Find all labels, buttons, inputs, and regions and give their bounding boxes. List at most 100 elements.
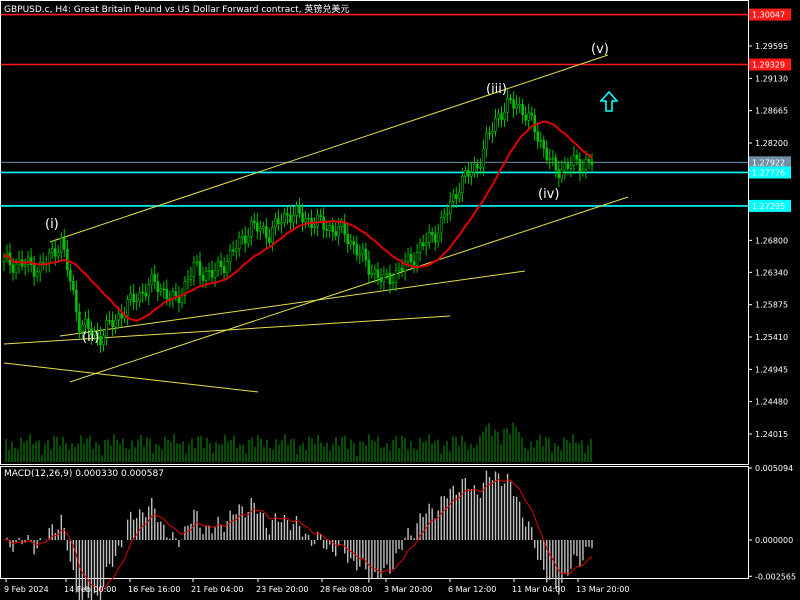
candle-body — [367, 259, 371, 275]
macd-axis-label: -0.002565 — [755, 572, 796, 581]
candle-body — [292, 215, 295, 223]
price-badge — [749, 199, 791, 212]
candle-body — [548, 158, 552, 161]
candle-body — [433, 234, 437, 243]
candle-body — [63, 237, 66, 250]
main-pane-frame — [0, 0, 749, 465]
candle-body — [373, 269, 377, 274]
candle-body — [195, 261, 199, 263]
candle-body — [551, 157, 555, 160]
candle-body — [249, 220, 253, 237]
candle-body — [476, 164, 479, 169]
price-axis-label: 1.28665 — [755, 107, 788, 116]
macd-indicator-label: MACD(12,26,9) 0.000330 0.000587 — [4, 469, 164, 479]
candle-body — [346, 234, 350, 245]
candle-body — [337, 225, 341, 237]
candle-body — [521, 104, 524, 116]
candle-body — [262, 226, 265, 229]
trendline[interactable] — [59, 270, 526, 337]
candle-body — [32, 264, 36, 277]
candle-body — [271, 227, 274, 243]
candle-body — [385, 272, 389, 275]
time-axis-label: 3 Mar 20:00 — [384, 585, 432, 594]
candle-body — [473, 164, 476, 173]
candle-body — [343, 221, 347, 235]
price-axis-label: 1.26340 — [755, 268, 788, 277]
elliott-wave-label-4: (iv) — [538, 187, 559, 202]
candle-body — [439, 217, 443, 234]
chart-title: GBPUSD.c, H4: Great Britain Pound vs US … — [4, 5, 350, 15]
macd-signal-line — [3, 479, 593, 592]
price-axis-label: 1.25410 — [755, 333, 788, 342]
candle-body — [99, 336, 102, 346]
candle-body — [497, 113, 500, 119]
candle-body — [141, 291, 145, 294]
candle-body — [129, 293, 132, 300]
candle-body — [216, 260, 220, 271]
candle-body — [464, 170, 467, 177]
candle-body — [524, 114, 527, 121]
candle-body — [379, 277, 383, 282]
price-badge-label: 1.30047 — [752, 11, 785, 20]
candle-body — [512, 99, 515, 109]
candle-body — [93, 331, 96, 336]
price-badge — [749, 58, 791, 71]
candle-body — [138, 291, 141, 302]
candle-body — [563, 163, 567, 171]
time-axis-label: 14 Feb 00:00 — [64, 585, 116, 594]
candle-body — [243, 235, 247, 244]
price-badge-label: 1.29329 — [752, 60, 785, 69]
candle-body — [370, 272, 374, 275]
candle-body — [485, 132, 488, 150]
candle-body — [494, 117, 497, 132]
candle-body — [376, 269, 380, 278]
candle-body — [189, 275, 193, 280]
candle-body — [50, 248, 54, 254]
trendline[interactable] — [3, 362, 259, 393]
candle-body — [361, 248, 365, 255]
candle-body — [364, 248, 368, 261]
candle-body — [29, 257, 33, 266]
candle-body — [38, 262, 42, 273]
price-axis-label: 1.24015 — [755, 430, 788, 439]
candle-body — [114, 319, 117, 327]
candle-body — [455, 194, 458, 199]
candle-body — [421, 242, 425, 246]
macd-histogram — [6, 470, 593, 600]
candle-body — [295, 205, 298, 216]
trendline[interactable] — [3, 315, 451, 345]
candle-body — [268, 237, 271, 243]
candle-body — [144, 292, 148, 297]
candle-body — [542, 140, 546, 149]
price-badge — [749, 8, 791, 21]
candle-body — [506, 97, 509, 113]
time-axis-label: 13 Mar 20:00 — [576, 585, 629, 594]
candle-body — [427, 231, 431, 243]
candle-body — [307, 218, 310, 220]
candle-body — [198, 261, 202, 276]
candle-body — [90, 328, 93, 336]
candle-body — [150, 274, 154, 286]
candle-body — [436, 232, 440, 243]
candle-body — [533, 114, 537, 133]
candle-body — [557, 169, 561, 179]
candle-body — [331, 225, 334, 232]
up-arrow-shape — [599, 90, 619, 112]
candle-body — [590, 160, 594, 166]
macd-axis-label: 0.005094 — [755, 464, 793, 473]
elliott-wave-label-5: (v) — [591, 42, 609, 57]
candle-body — [325, 229, 328, 231]
candle-body — [219, 260, 223, 267]
trendline[interactable] — [69, 196, 629, 383]
candles — [2, 89, 594, 353]
candle-body — [23, 264, 27, 267]
candle-body — [252, 220, 256, 224]
candle-body — [518, 104, 521, 106]
elliott-wave-label-1: (i) — [45, 217, 59, 232]
candle-body — [207, 270, 211, 272]
time-axis-label: 16 Feb 16:00 — [128, 585, 180, 594]
candle-body — [578, 158, 582, 172]
trendline[interactable] — [49, 54, 609, 243]
